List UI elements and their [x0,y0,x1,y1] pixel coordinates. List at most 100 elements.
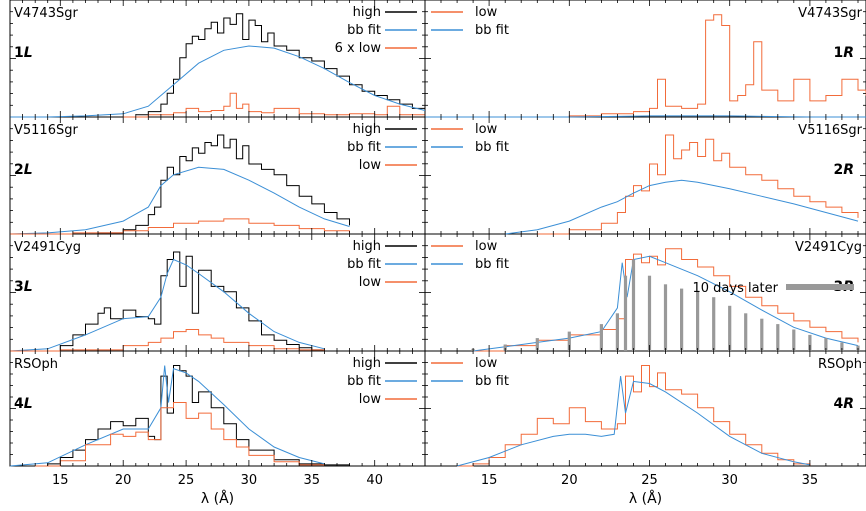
legend-label-3R: low [475,239,498,254]
legend-label-4L: high [353,356,381,371]
series-line-3L-high [47,251,325,352]
x-tick-label-left: 20 [115,473,132,488]
panel-label-number: 1 [833,45,843,61]
x-tick-label-left: 15 [52,473,69,488]
bar-3R-later [776,324,780,351]
panel-label-number: 1 [14,45,24,61]
legend-label-2R: low [475,122,498,137]
bar-3R-later [792,329,796,351]
legend-label-4L: low [359,392,382,407]
x-tick-label-right: 35 [802,473,819,488]
legend-label-2L: high [353,122,381,137]
panel-label-number: 3 [14,279,24,295]
legend-label-3L: bb fit [347,257,381,272]
star-label-4R: RSOph [818,357,862,372]
bar-3R-later [647,275,652,351]
series-line-4L-low [35,402,325,467]
legend-label-1L: bb fit [347,23,381,38]
x-axis-label-left: λ (Å) [201,490,234,507]
legend-label-3L: high [353,239,381,254]
panel-label-number: 2 [833,162,843,178]
series-line-1R-bb-fit [425,115,866,118]
panel-label-2R: 2R [833,162,854,178]
series-line-1L-high [135,13,426,116]
legend-label-2L: low [359,158,382,173]
legend-label-1R: low [475,5,498,20]
panel-label-3L: 3L [14,279,33,295]
bar-3R-later [567,331,571,351]
panel-label-side: R [843,45,854,61]
panel-label-side: L [24,162,33,178]
star-label-3L: V2491Cyg [14,240,81,255]
panel-label-number: 4 [833,396,843,412]
panel-label-side: L [24,396,33,412]
legend-label-3L: low [359,275,382,290]
x-tick-label-right: 15 [481,473,498,488]
bar-3R-later [728,305,732,351]
bar-3R-later [599,324,603,351]
legend-label-3R: bb fit [475,257,509,272]
x-tick-label-left: 30 [241,473,258,488]
x-axis-label-right: λ (Å) [629,490,662,507]
series-line-2R-bb-fit [505,179,859,235]
bar-3R-later [631,259,636,351]
panel-label-1R: 1R [833,45,854,61]
series-line-4R-bb-fit [456,376,810,467]
legend-label-4R: bb fit [475,374,509,389]
series-line-1R-low [425,14,866,118]
x-tick-label-right: 25 [641,473,658,488]
bar-3R-later [760,318,764,351]
legend-label-2L: bb fit [347,140,381,155]
bar-3R-later [712,297,716,351]
bar-3R-later [663,284,668,351]
panel-label-side: R [843,162,854,178]
star-label-1L: V4743Sgr [14,6,78,21]
star-label-2R: V5116Sgr [798,123,862,138]
bar-3R-later [808,334,812,351]
series-line-4R-low [457,365,811,467]
bar-3R-later [840,342,844,351]
bar-3R-later [696,291,700,351]
series-line-2L-bb-fit [9,166,350,235]
x-tick-label-right: 30 [721,473,738,488]
panel-label-1L: 1L [14,45,33,61]
series-line-2R-low [537,134,859,235]
panel-label-number: 2 [14,162,24,178]
legend-label-1L: 6 x low [335,41,382,56]
panel-label-4L: 4L [14,396,33,412]
series-line-1L-bb-fit [10,45,426,118]
x-tick-label-left: 40 [366,473,383,488]
panel-label-2L: 2L [14,162,33,178]
star-label-4L: RSOph [14,357,58,372]
bar-3R-later [744,313,748,351]
legend-label-4R: low [475,356,498,371]
series-line-3L-low [10,329,325,352]
x-tick-label-left: 25 [178,473,195,488]
series-line-3L-bb-fit [9,258,325,352]
x-tick-label-right: 20 [561,473,578,488]
bar-3R-later [535,338,539,351]
bar-3R-later [623,275,628,351]
legend-label-1R: bb fit [475,23,509,38]
bar-3R-later [615,313,619,351]
bar-3R-later [824,338,828,351]
plot-frame [9,0,866,467]
series-line-2L-high [98,134,350,234]
legend-label-1L: high [353,5,381,20]
panel-label-side: L [24,45,33,61]
series-line-4L-bb-fit [9,365,325,467]
legend-label-2R: bb fit [475,140,509,155]
bar-3R-later [680,288,684,351]
star-label-3R: V2491Cyg [795,240,862,255]
star-label-1R: V4743Sgr [798,6,862,21]
panel-label-4R: 4R [833,396,854,412]
legend-label-4L: bb fit [347,374,381,389]
panel-label-side: R [843,396,854,412]
legend-label-3R: 10 days later [692,281,778,296]
star-label-2L: V5116Sgr [14,123,78,138]
series-line-4L-high [35,365,350,467]
panel-label-side: L [24,279,33,295]
panel-label-number: 4 [14,396,24,412]
bar-3R-later [503,344,507,351]
